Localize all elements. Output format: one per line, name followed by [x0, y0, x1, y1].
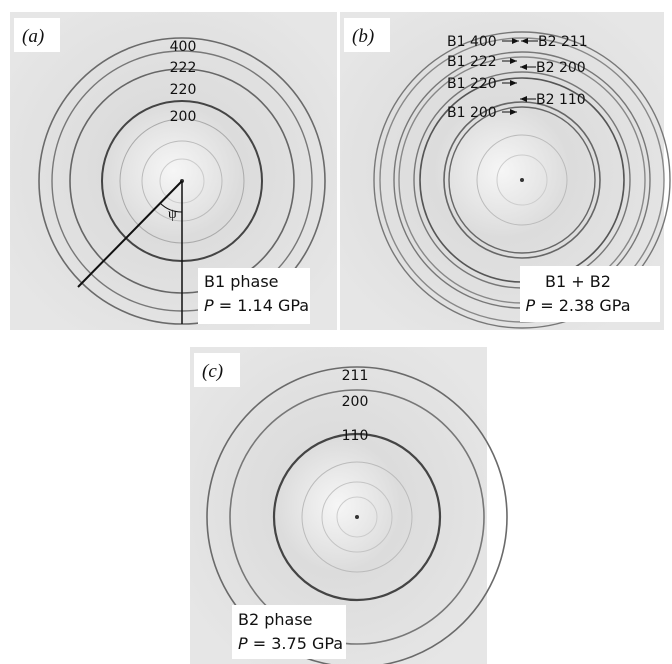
figure: (a) 400 222 220 200 ψ B1 phase P = 1.14 … — [0, 0, 672, 664]
pressure-value: = 1.14 GPa — [219, 296, 309, 315]
ring-label: 211 — [342, 368, 369, 384]
ring-label: 400 — [170, 39, 197, 55]
ring-label: B1 200 — [447, 105, 497, 121]
page: (a) 400 222 220 200 ψ B1 phase P = 1.14 … — [0, 0, 672, 664]
ring-label: 200 — [342, 394, 369, 410]
pressure: P = 2.38 GPa — [525, 296, 630, 315]
ring-label: B2 110 — [536, 92, 586, 108]
ring-label: 220 — [170, 82, 197, 98]
ring-label: 200 — [170, 109, 197, 125]
angle-symbol: ψ — [168, 207, 177, 222]
beam-center — [355, 515, 359, 519]
pressure-symbol: P — [238, 634, 248, 653]
ring-label: B2 211 — [538, 34, 588, 50]
pressure-symbol: P — [204, 296, 214, 315]
phase: B1 + B2 — [545, 272, 611, 291]
pressure-value: = 3.75 GPa — [253, 634, 343, 653]
pressure: P = 1.14 GPa — [204, 296, 309, 315]
pressure-value: = 2.38 GPa — [540, 296, 630, 315]
ring-label: B1 222 — [447, 54, 497, 70]
panel-label: (a) — [22, 26, 44, 47]
phase: B2 phase — [238, 610, 313, 629]
panel-label: (c) — [202, 361, 223, 382]
ring-label: 110 — [342, 428, 369, 444]
panel-label: (b) — [352, 26, 374, 47]
ring-label: B1 220 — [447, 76, 497, 92]
pressure: P = 3.75 GPa — [238, 634, 343, 653]
ring-label: B1 400 — [447, 34, 497, 50]
ring-label: B2 200 — [536, 60, 586, 76]
beam-center — [520, 178, 524, 182]
phase: B1 phase — [204, 272, 279, 291]
ring-label: 222 — [170, 60, 197, 76]
pressure-symbol: P — [525, 296, 535, 315]
